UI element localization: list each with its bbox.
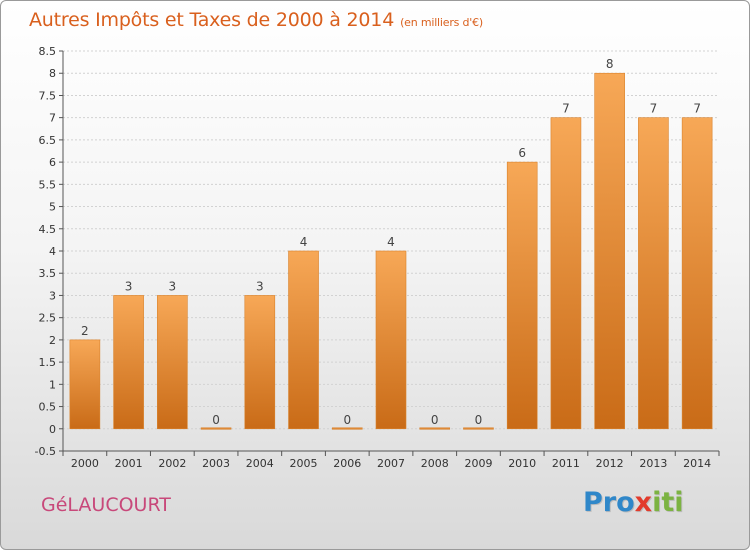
x-tick-label: 2004: [246, 457, 274, 470]
bar-2007: [375, 250, 407, 430]
data-label-2009: 0: [475, 413, 483, 427]
y-tick-label: 5: [49, 201, 56, 214]
x-tick-label: 2014: [683, 457, 711, 470]
y-tick-label: 4.5: [39, 223, 57, 236]
bar-2000: [69, 339, 101, 430]
bar-2012: [594, 72, 625, 430]
x-tick-label: 2006: [333, 457, 361, 470]
data-label-2010: 6: [518, 146, 526, 160]
y-tick-label: 4: [49, 245, 56, 258]
x-tick-labels: 2000 2001 2002 2003 2004 2005 2006 2007 2008 2009…: [71, 457, 711, 470]
x-tick-label: 2002: [158, 457, 186, 470]
chart-subtitle: (en milliers d'€): [400, 16, 483, 29]
y-tick-label: 7.5: [39, 89, 57, 102]
bar-2009: [463, 427, 494, 430]
y-tick-label: 1.5: [39, 356, 57, 369]
x-tick-label: 2009: [464, 457, 492, 470]
y-tick-label: 8: [49, 67, 56, 80]
logo-part-2: x: [634, 487, 653, 518]
bar-2005: [288, 250, 319, 430]
y-tick-label: 6: [49, 156, 56, 169]
data-label-2001: 3: [125, 279, 133, 293]
data-label-2000: 2: [81, 324, 89, 338]
y-tick-label: 1: [49, 378, 56, 391]
y-tick-label: 3.5: [39, 267, 57, 280]
bar-2004: [244, 295, 276, 430]
x-tick-label: 2013: [639, 457, 667, 470]
bar-2008: [419, 427, 451, 430]
bar-2003: [200, 427, 232, 430]
x-tick-label: 2010: [508, 457, 536, 470]
commune-name: GéLAUCOURT: [41, 494, 171, 516]
bars: [69, 72, 713, 430]
x-tick-label: 2001: [115, 457, 143, 470]
data-label-2003: 0: [212, 413, 220, 427]
logo-part-3: iti: [652, 487, 684, 518]
bar-2002: [157, 295, 188, 430]
x-tick-label: 2008: [421, 457, 449, 470]
y-tick-label: 6.5: [39, 134, 57, 147]
axes: [59, 50, 720, 456]
x-tick-label: 2012: [596, 457, 624, 470]
chart-title: Autres Impôts et Taxes de 2000 à 2014 (en…: [29, 9, 483, 31]
data-label-2004: 3: [256, 279, 264, 293]
x-tick-label: 2011: [552, 457, 580, 470]
x-tick-label: 2003: [202, 457, 230, 470]
y-tick-label: 5.5: [39, 178, 57, 191]
bar-2010: [506, 161, 538, 430]
x-tick-label: 2007: [377, 457, 405, 470]
y-tick-label: 2: [49, 334, 56, 347]
data-label-2006: 0: [343, 413, 351, 427]
data-label-2014: 7: [693, 102, 701, 116]
y-tick-label: 7: [49, 112, 56, 125]
bar-2013: [638, 117, 669, 430]
y-tick-labels: -0.5 0 0.5 1 1.5 2 2.5 3 3.5 4 4.5 5 5.5 6 6.5 7 7.5 8 8.5: [35, 45, 56, 458]
x-tick-label: 2000: [71, 457, 99, 470]
y-tick-label: 2.5: [39, 312, 57, 325]
chart-title-text: Autres Impôts et Taxes de 2000 à 2014: [29, 9, 395, 31]
bar-2006: [331, 427, 363, 430]
logo-part-1: Pro: [583, 487, 635, 518]
data-label-2008: 0: [431, 413, 439, 427]
y-tick-label: 0: [49, 423, 56, 436]
bar-2001: [113, 295, 144, 430]
x-tick-label: 2005: [290, 457, 318, 470]
y-tick-label: 3: [49, 289, 56, 302]
data-label-2002: 3: [169, 279, 177, 293]
bar-2011: [550, 117, 582, 430]
data-label-2013: 7: [650, 102, 658, 116]
y-tick-label: 0.5: [39, 401, 57, 414]
data-label-2005: 4: [300, 235, 308, 249]
data-label-2012: 8: [606, 57, 614, 71]
y-tick-label: 8.5: [39, 45, 57, 58]
data-label-2007: 4: [387, 235, 395, 249]
y-tick-label: -0.5: [35, 445, 56, 458]
bar-2014: [681, 117, 713, 430]
data-labels: 2 3 3 0 3 4 0 4 0 0 6 7 8 7 7: [81, 57, 701, 427]
data-label-2011: 7: [562, 102, 570, 116]
proxiti-logo: Proxiti: [583, 487, 684, 518]
